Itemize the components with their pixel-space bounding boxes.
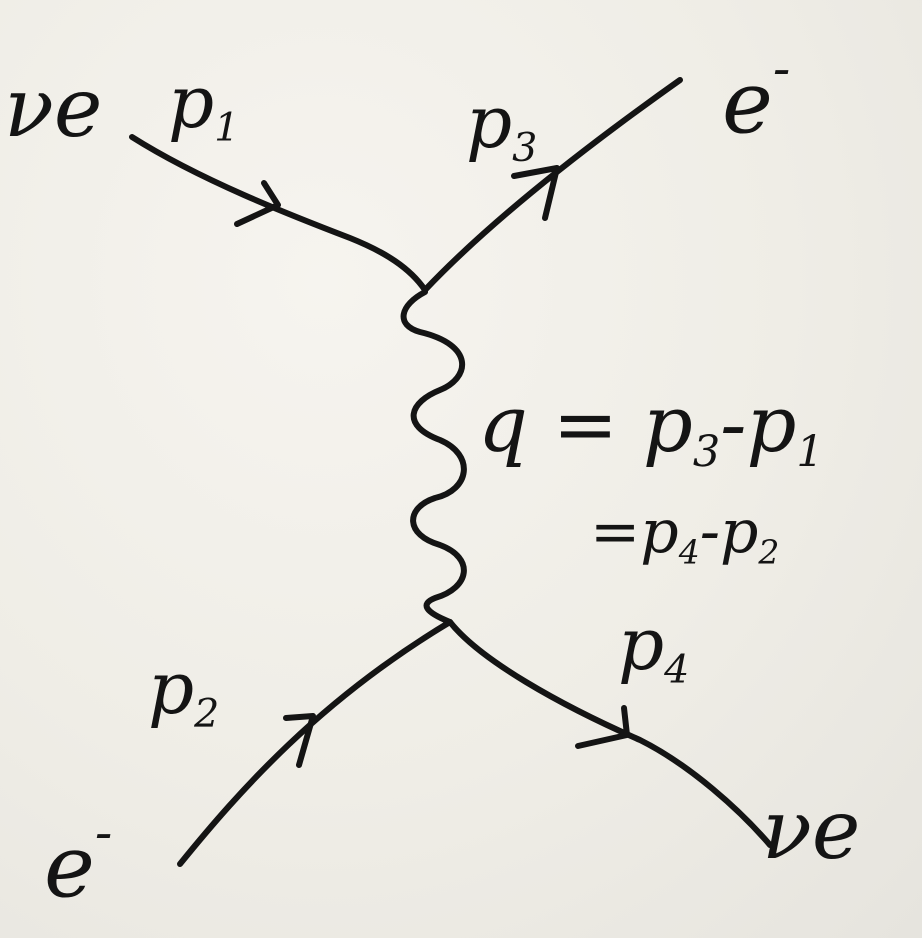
eq2-p4: p <box>640 497 679 567</box>
incoming-neutrino-line <box>129 134 428 293</box>
eq2-p2: p <box>719 497 759 567</box>
exchange-boson-line <box>400 289 467 625</box>
incoming-electron-line <box>177 619 453 867</box>
eq2-p2-subscript: 2 <box>758 532 780 572</box>
label-nu-e-in: νe <box>4 68 102 150</box>
outgoing-electron-arrow <box>511 165 560 221</box>
eq1-p1: p <box>746 380 797 470</box>
nu-e-in-text: νe <box>4 61 103 156</box>
p1-subscript: 1 <box>214 104 240 151</box>
eq1-p3: p <box>642 380 693 470</box>
label-p2: p2 <box>148 652 219 734</box>
equation-line-1: q = p3-p1 <box>478 386 824 474</box>
p4-text: p <box>618 602 665 686</box>
e-out-text: e <box>722 53 773 154</box>
incoming-electron-arrow <box>283 713 316 768</box>
eq1-p1-subscript: 1 <box>796 427 824 477</box>
e-in-text: e <box>44 817 95 918</box>
e-out-charge: - <box>772 39 791 99</box>
label-e-out: e- <box>722 43 790 146</box>
equals-sign-2: = <box>590 497 641 567</box>
label-p4: p4 <box>618 608 689 690</box>
minus-sign-1: - <box>720 380 747 470</box>
p2-text: p <box>148 646 195 730</box>
eq2-p4-subscript: 4 <box>678 532 700 572</box>
label-nu-e-out: νe <box>762 790 860 872</box>
p3-subscript: 3 <box>512 124 538 171</box>
label-e-in: e- <box>44 807 112 910</box>
p3-text: p <box>466 80 513 164</box>
p1-text: p <box>168 60 215 144</box>
p4-subscript: 4 <box>664 646 690 693</box>
outgoing-electron-line <box>422 77 683 293</box>
eq1-p3-subscript: 3 <box>692 427 721 477</box>
p2-subscript: 2 <box>194 690 220 737</box>
nu-e-out-text: νe <box>762 783 861 878</box>
equals-sign-1: = <box>552 380 619 470</box>
e-in-charge: - <box>94 803 113 863</box>
minus-sign-2: - <box>699 497 720 567</box>
outgoing-neutrino-line <box>447 619 773 848</box>
q-symbol: q <box>478 380 528 470</box>
label-p1: p1 <box>168 66 239 148</box>
incoming-neutrino-arrow <box>234 180 281 227</box>
label-p3: p3 <box>466 86 537 168</box>
outgoing-neutrino-arrow <box>575 705 630 749</box>
equation-line-2: =p4-p2 <box>590 502 779 569</box>
